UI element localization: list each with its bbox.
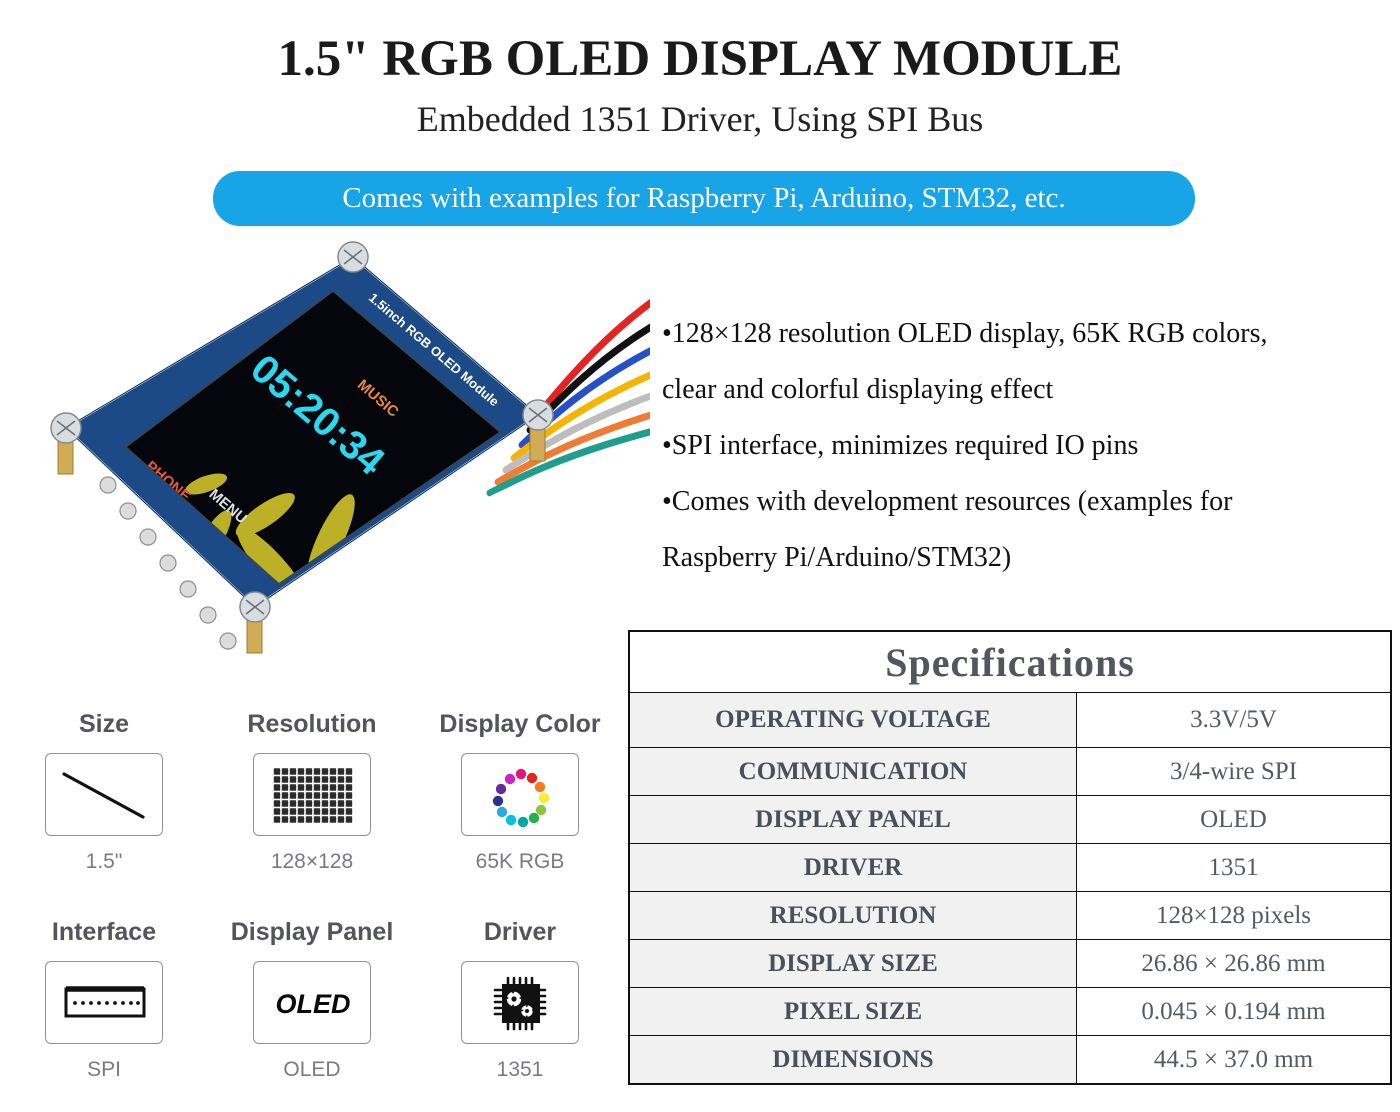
svg-text:OLED: OLED: [275, 989, 350, 1019]
